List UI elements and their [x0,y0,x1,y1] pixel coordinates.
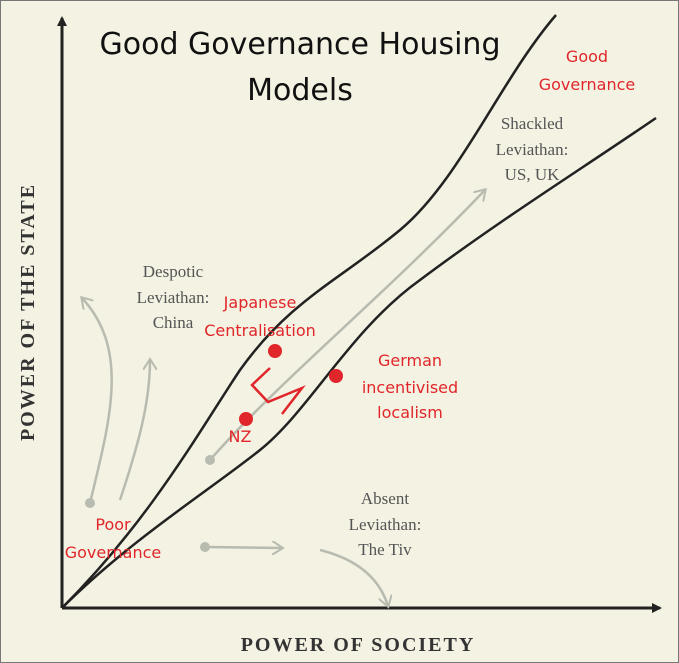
title-line: Models [247,73,353,108]
title-line: Good Governance Housing [99,27,500,62]
label: German [378,351,442,370]
label: Governance [539,75,636,94]
label: Shackled [501,114,564,133]
dot [205,455,215,465]
label: Poor [95,515,131,534]
japan-point [268,344,282,358]
label: NZ [229,427,252,446]
title: Good Governance Housing Models [99,27,500,108]
label: Absent [361,489,409,508]
label: Centralisation [204,321,316,340]
label: localism [377,403,443,422]
label: Good [566,47,608,66]
red-arrows [250,367,306,415]
label: Leviathan: [349,515,422,534]
upper-curve [61,14,557,609]
germany-point [329,369,343,383]
label: US, UK [505,165,561,184]
gray-arrows [82,190,485,606]
x-axis-label: POWER OF SOCIETY [241,634,476,656]
label: Leviathan: [137,288,210,307]
label: Japanese [223,293,297,312]
label: The Tiv [358,540,412,559]
lower-curve [61,116,657,609]
label: China [153,313,194,332]
dot [85,498,95,508]
label: Leviathan: [496,140,569,159]
y-axis-label: POWER OF THE STATE [17,183,39,441]
label: Despotic [143,262,204,281]
dot [200,542,210,552]
label: incentivised [362,378,458,397]
label: Governance [65,543,162,562]
nz-point [239,412,253,426]
